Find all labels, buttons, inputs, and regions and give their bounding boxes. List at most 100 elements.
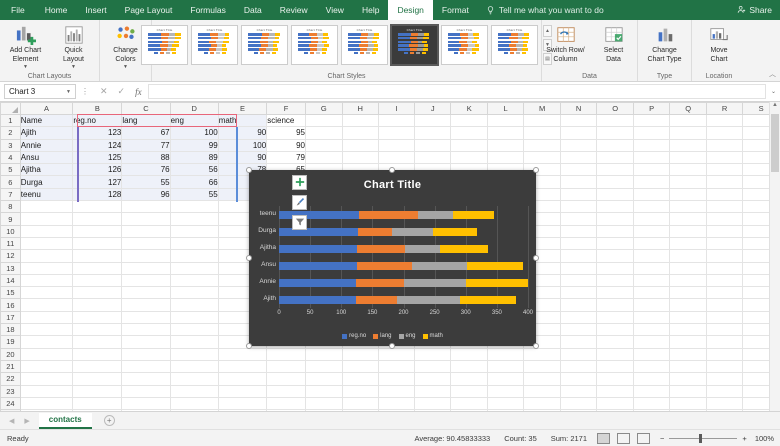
cell-D17[interactable] bbox=[170, 311, 219, 325]
row-header-20[interactable]: 20 bbox=[0, 347, 21, 361]
add-sheet-button[interactable]: + bbox=[103, 415, 115, 426]
resize-handle-nw[interactable] bbox=[246, 167, 252, 173]
cell-D24[interactable] bbox=[170, 397, 219, 411]
insert-function-icon[interactable]: fx bbox=[135, 86, 142, 97]
column-header-P[interactable]: P bbox=[632, 102, 671, 115]
cell-N1[interactable] bbox=[560, 114, 598, 128]
row-header-21[interactable]: 21 bbox=[0, 359, 21, 374]
cell-A6[interactable]: Durga bbox=[20, 175, 74, 189]
cell-F20[interactable] bbox=[266, 348, 306, 361]
cell-I21[interactable] bbox=[378, 360, 416, 374]
cell-P9[interactable] bbox=[633, 212, 671, 226]
cell-C7[interactable]: 96 bbox=[121, 188, 171, 202]
cell-R25[interactable] bbox=[706, 409, 744, 411]
cell-C24[interactable] bbox=[121, 397, 171, 411]
bar-segment-eng[interactable] bbox=[411, 261, 467, 270]
move-chart-button[interactable]: Move Chart bbox=[696, 22, 742, 66]
cell-E2[interactable]: 90 bbox=[218, 126, 268, 140]
cell-Q11[interactable] bbox=[669, 237, 707, 251]
cell-F25[interactable] bbox=[266, 409, 306, 411]
cell-B20[interactable] bbox=[72, 348, 123, 361]
bar-row[interactable] bbox=[279, 295, 528, 304]
cell-L25[interactable] bbox=[487, 409, 525, 411]
chart-style-thumb[interactable]: Chart Title bbox=[291, 25, 338, 65]
cell-D6[interactable]: 66 bbox=[170, 175, 219, 189]
bar-row[interactable] bbox=[279, 227, 528, 236]
sheet-tab-contacts[interactable]: contacts bbox=[38, 413, 92, 429]
resize-handle-se[interactable] bbox=[533, 343, 539, 349]
bar-segment-eng[interactable] bbox=[404, 278, 466, 287]
select-data-button[interactable]: Select Data bbox=[591, 22, 637, 66]
bar-segment-math[interactable] bbox=[465, 278, 528, 287]
cell-C16[interactable] bbox=[121, 298, 171, 312]
cell-C6[interactable]: 55 bbox=[121, 175, 171, 189]
cell-D10[interactable] bbox=[170, 225, 219, 238]
bar-segment-math[interactable] bbox=[452, 210, 494, 219]
cell-O1[interactable] bbox=[596, 114, 634, 128]
cell-A10[interactable] bbox=[20, 225, 74, 238]
chart-style-thumb[interactable]: Chart Title bbox=[441, 25, 488, 65]
cell-Q25[interactable] bbox=[669, 409, 707, 411]
cell-A16[interactable] bbox=[20, 298, 74, 312]
cell-O21[interactable] bbox=[596, 360, 634, 374]
cell-P2[interactable] bbox=[633, 126, 671, 140]
cell-E4[interactable]: 90 bbox=[218, 151, 268, 165]
cell-P1[interactable] bbox=[633, 114, 671, 128]
cell-P3[interactable] bbox=[633, 139, 671, 152]
bar-segment-lang[interactable] bbox=[356, 278, 405, 287]
cell-E25[interactable] bbox=[218, 409, 268, 411]
cell-D25[interactable] bbox=[170, 409, 219, 411]
cell-D16[interactable] bbox=[170, 298, 219, 312]
resize-handle-n[interactable] bbox=[389, 167, 395, 173]
cell-R17[interactable] bbox=[706, 311, 744, 325]
cell-M24[interactable] bbox=[523, 397, 561, 411]
cell-P24[interactable] bbox=[633, 397, 671, 411]
cell-J20[interactable] bbox=[414, 348, 452, 361]
chevron-down-icon[interactable]: ▼ bbox=[66, 88, 71, 95]
bar-segment-reg.no[interactable] bbox=[279, 295, 356, 304]
cell-Q20[interactable] bbox=[669, 348, 707, 361]
tab-formulas[interactable]: Formulas bbox=[190, 5, 226, 15]
cell-A19[interactable] bbox=[20, 335, 74, 349]
cell-M4[interactable] bbox=[523, 151, 561, 165]
column-header-I[interactable]: I bbox=[377, 102, 416, 115]
column-header-E[interactable]: E bbox=[217, 102, 268, 115]
cell-J4[interactable] bbox=[414, 151, 452, 165]
cell-L4[interactable] bbox=[487, 151, 525, 165]
row-header-15[interactable]: 15 bbox=[0, 286, 21, 300]
cell-P12[interactable] bbox=[633, 249, 671, 263]
cell-Q6[interactable] bbox=[669, 175, 707, 189]
column-header-O[interactable]: O bbox=[596, 102, 634, 115]
cell-B14[interactable] bbox=[72, 274, 123, 288]
cell-R8[interactable] bbox=[706, 200, 744, 214]
zoom-out-button[interactable]: − bbox=[660, 433, 665, 443]
scroll-up-arrow[interactable]: ▲ bbox=[772, 102, 778, 108]
cell-L3[interactable] bbox=[487, 139, 525, 152]
cell-H1[interactable] bbox=[342, 114, 379, 128]
gallery-scroll-down[interactable]: ▼ bbox=[543, 39, 552, 51]
cell-N11[interactable] bbox=[560, 237, 598, 251]
cell-N3[interactable] bbox=[560, 139, 598, 152]
cell-R21[interactable] bbox=[706, 360, 744, 374]
cell-M20[interactable] bbox=[523, 348, 561, 361]
enter-icon[interactable]: ✓ bbox=[117, 86, 126, 96]
cell-R13[interactable] bbox=[706, 262, 744, 275]
cell-H20[interactable] bbox=[342, 348, 379, 361]
chart-legend[interactable]: reg.no lang eng math bbox=[249, 333, 536, 339]
cell-D15[interactable] bbox=[170, 286, 219, 300]
cell-F4[interactable]: 79 bbox=[266, 151, 306, 165]
cell-B11[interactable] bbox=[72, 237, 123, 251]
cell-D9[interactable] bbox=[170, 212, 219, 226]
cell-B24[interactable] bbox=[72, 397, 123, 411]
cell-N24[interactable] bbox=[560, 397, 598, 411]
cell-N18[interactable] bbox=[560, 323, 598, 337]
bar-row[interactable] bbox=[279, 278, 528, 287]
cell-N2[interactable] bbox=[560, 126, 598, 140]
cell-B15[interactable] bbox=[72, 286, 123, 300]
cell-C19[interactable] bbox=[121, 335, 171, 349]
resize-handle-e[interactable] bbox=[533, 255, 539, 261]
cell-I2[interactable] bbox=[378, 126, 416, 140]
cell-E24[interactable] bbox=[218, 397, 268, 411]
cell-O2[interactable] bbox=[596, 126, 634, 140]
cell-Q12[interactable] bbox=[669, 249, 707, 263]
